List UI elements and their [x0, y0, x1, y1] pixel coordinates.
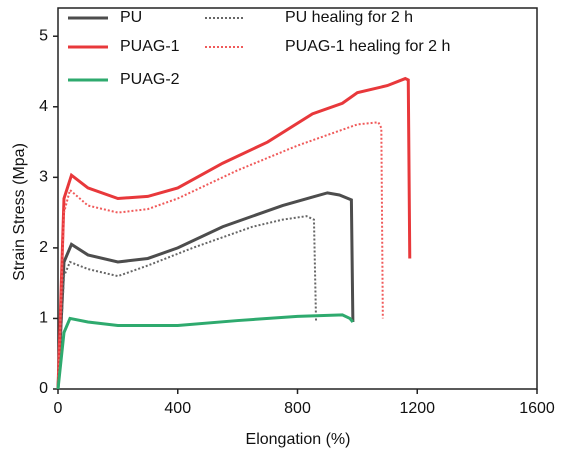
series-line [57, 215, 318, 390]
series-line [56, 191, 355, 390]
y-tick-label: 5 [39, 27, 48, 44]
x-tick-label: 0 [54, 400, 63, 417]
series-line [56, 76, 412, 390]
legend-label: PU healing for 2 h [285, 9, 413, 26]
y-tick-label: 4 [39, 98, 48, 115]
y-tick-label: 3 [39, 169, 48, 186]
legend-label: PUAG-1 [120, 38, 180, 55]
y-tick-label: 1 [39, 310, 48, 327]
y-tick-label: 2 [39, 239, 48, 256]
series-line [57, 121, 384, 390]
x-tick-label: 1200 [399, 400, 435, 417]
legend-label: PUAG-2 [120, 71, 180, 88]
y-axis-label: Strain Stress (Mpa) [11, 143, 28, 281]
x-tick-label: 800 [284, 400, 311, 417]
x-axis-label: Elongation (%) [246, 431, 351, 448]
y-tick-label: 0 [39, 380, 48, 397]
x-tick-label: 400 [164, 400, 191, 417]
series-line [56, 313, 355, 390]
legend-label: PUAG-1 healing for 2 h [285, 38, 450, 55]
x-tick-label: 1600 [519, 400, 555, 417]
legend-label: PU [120, 9, 142, 26]
